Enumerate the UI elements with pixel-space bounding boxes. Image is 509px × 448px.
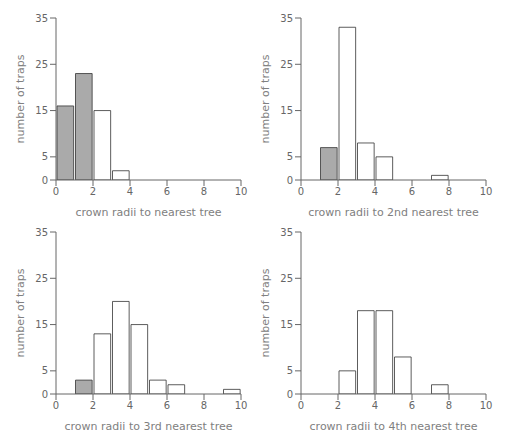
svg-text:4: 4 [372,400,378,411]
svg-text:25: 25 [35,59,48,70]
svg-text:4: 4 [372,186,378,197]
svg-text:8: 8 [201,186,207,197]
svg-text:crown radii to nearest tree: crown radii to nearest tree [75,206,221,219]
svg-text:number of traps: number of traps [259,268,272,357]
svg-text:25: 25 [35,273,48,284]
svg-text:35: 35 [35,227,48,238]
svg-text:number of traps: number of traps [14,54,27,143]
svg-text:crown radii to 4th nearest tre: crown radii to 4th nearest tree [310,420,478,433]
svg-text:crown radii to 3rd nearest tre: crown radii to 3rd nearest tree [65,420,233,433]
svg-text:25: 25 [280,273,293,284]
svg-text:5: 5 [287,365,293,376]
svg-text:15: 15 [280,319,293,330]
svg-text:35: 35 [280,227,293,238]
svg-text:10: 10 [480,400,493,411]
svg-text:2: 2 [335,400,341,411]
svg-text:number of traps: number of traps [259,54,272,143]
svg-text:35: 35 [280,13,293,24]
svg-text:0: 0 [287,389,293,400]
svg-text:2: 2 [335,186,341,197]
svg-text:4: 4 [127,186,133,197]
svg-text:0: 0 [53,186,59,197]
svg-text:6: 6 [164,186,170,197]
svg-text:15: 15 [280,105,293,116]
svg-text:2: 2 [90,400,96,411]
svg-text:2: 2 [90,186,96,197]
svg-text:6: 6 [409,186,415,197]
svg-text:6: 6 [164,400,170,411]
svg-text:10: 10 [480,186,493,197]
svg-text:0: 0 [287,175,293,186]
svg-text:number of traps: number of traps [14,268,27,357]
svg-text:0: 0 [42,389,48,400]
svg-text:0: 0 [298,186,304,197]
svg-text:10: 10 [235,186,248,197]
svg-text:15: 15 [35,105,48,116]
svg-text:0: 0 [42,175,48,186]
svg-text:8: 8 [446,400,452,411]
svg-text:5: 5 [287,151,293,162]
svg-text:8: 8 [201,400,207,411]
svg-text:0: 0 [298,400,304,411]
svg-text:35: 35 [35,13,48,24]
svg-text:4: 4 [127,400,133,411]
svg-text:10: 10 [235,400,248,411]
svg-text:5: 5 [42,365,48,376]
svg-text:0: 0 [53,400,59,411]
svg-text:8: 8 [446,186,452,197]
svg-text:6: 6 [409,400,415,411]
svg-text:5: 5 [42,151,48,162]
svg-text:crown radii to 2nd nearest tre: crown radii to 2nd nearest tree [308,206,479,219]
svg-text:15: 15 [35,319,48,330]
svg-text:25: 25 [280,59,293,70]
